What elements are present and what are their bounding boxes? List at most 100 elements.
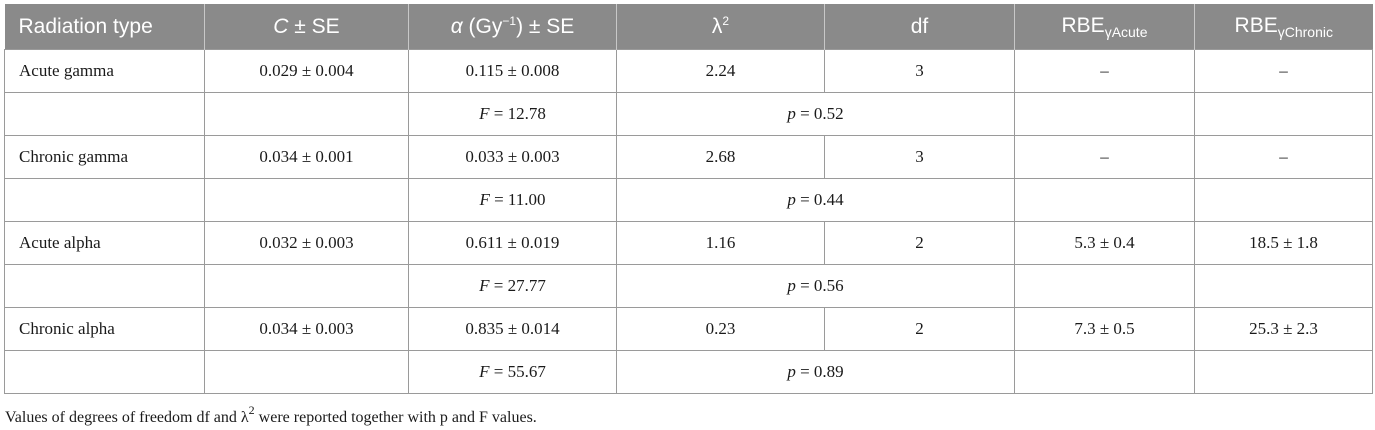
- header-lambda-sup: 2: [722, 14, 730, 28]
- cell-empty: [4, 178, 205, 222]
- cell-f-value: F = 27.77: [408, 264, 617, 308]
- cell-empty: [1194, 350, 1373, 394]
- f-var: F: [479, 276, 490, 295]
- table-row: Chronic alpha 0.034 ± 0.003 0.835 ± 0.01…: [4, 307, 1373, 351]
- header-rbe-chronic-base: RBE: [1234, 13, 1278, 37]
- table-row: Chronic gamma 0.034 ± 0.001 0.033 ± 0.00…: [4, 135, 1373, 179]
- header-rbe-acute-base: RBE: [1061, 13, 1105, 37]
- cell-radiation-type: Acute alpha: [4, 221, 205, 265]
- p-val: = 0.56: [795, 276, 844, 295]
- f-val: = 11.00: [489, 190, 546, 209]
- cell-rbe-acute: 5.3 ± 0.4: [1014, 221, 1195, 265]
- cell-f-value: F = 11.00: [408, 178, 617, 222]
- header-rbe-acute: RBEγAcute: [1014, 4, 1195, 50]
- p-val: = 0.89: [795, 362, 844, 381]
- table-footnote: Values of degrees of freedom df and λ2 w…: [5, 403, 537, 427]
- header-c-se: C ± SE: [204, 4, 409, 50]
- cell-df: 3: [824, 49, 1015, 93]
- cell-df: 3: [824, 135, 1015, 179]
- cell-rbe-chronic: –: [1194, 135, 1373, 179]
- cell-alpha: 0.835 ± 0.014: [408, 307, 617, 351]
- footnote-sup: 2: [248, 403, 255, 417]
- cell-radiation-type: Chronic alpha: [4, 307, 205, 351]
- cell-p-value: p = 0.89: [616, 350, 1015, 394]
- header-alpha-unit-pre: (Gy: [462, 15, 503, 38]
- cell-f-value: F = 55.67: [408, 350, 617, 394]
- cell-rbe-chronic: 25.3 ± 2.3: [1194, 307, 1373, 351]
- cell-c: 0.034 ± 0.003: [204, 307, 409, 351]
- p-val: = 0.52: [795, 104, 844, 123]
- cell-alpha: 0.115 ± 0.008: [408, 49, 617, 93]
- header-c-var: C: [273, 14, 289, 38]
- header-rbe-chronic: RBEγChronic: [1194, 4, 1373, 50]
- table-row: Acute alpha 0.032 ± 0.003 0.611 ± 0.019 …: [4, 221, 1373, 265]
- cell-empty: [1014, 264, 1195, 308]
- cell-alpha: 0.611 ± 0.019: [408, 221, 617, 265]
- table-row: Acute gamma 0.029 ± 0.004 0.115 ± 0.008 …: [4, 49, 1373, 93]
- cell-empty: [1014, 92, 1195, 136]
- cell-empty: [4, 264, 205, 308]
- f-var: F: [479, 362, 490, 381]
- cell-empty: [204, 92, 409, 136]
- p-var: p: [787, 362, 796, 381]
- p-val: = 0.44: [795, 190, 844, 209]
- cell-c: 0.029 ± 0.004: [204, 49, 409, 93]
- table-row-stats: F = 27.77 p = 0.56: [4, 264, 1373, 308]
- p-var: p: [787, 104, 796, 123]
- header-row: Radiation type C ± SE α (Gy−1) ± SE λ2 d…: [4, 4, 1373, 50]
- table-container: Radiation type C ± SE α (Gy−1) ± SE λ2 d…: [4, 4, 1373, 394]
- header-c-rest: ± SE: [288, 14, 340, 38]
- header-alpha-var: α: [450, 15, 463, 38]
- cell-rbe-chronic: 18.5 ± 1.8: [1194, 221, 1373, 265]
- cell-empty: [204, 178, 409, 222]
- table-row-stats: F = 11.00 p = 0.44: [4, 178, 1373, 222]
- p-var: p: [787, 190, 796, 209]
- cell-p-value: p = 0.52: [616, 92, 1015, 136]
- cell-empty: [204, 350, 409, 394]
- cell-empty: [1194, 92, 1373, 136]
- cell-empty: [4, 350, 205, 394]
- header-df: df: [824, 4, 1015, 50]
- cell-empty: [1014, 178, 1195, 222]
- cell-c: 0.034 ± 0.001: [204, 135, 409, 179]
- header-lambda2: λ2: [616, 4, 825, 50]
- cell-rbe-acute: –: [1014, 135, 1195, 179]
- f-var: F: [479, 104, 490, 123]
- f-val: = 27.77: [489, 276, 546, 295]
- cell-lambda2: 2.68: [616, 135, 825, 179]
- cell-empty: [1194, 264, 1373, 308]
- header-alpha: α (Gy−1) ± SE: [408, 4, 617, 50]
- cell-lambda2: 1.16: [616, 221, 825, 265]
- cell-empty: [1014, 350, 1195, 394]
- cell-empty: [4, 92, 205, 136]
- cell-empty: [204, 264, 409, 308]
- footnote-post: were reported together with p and F valu…: [254, 409, 537, 426]
- cell-empty: [1194, 178, 1373, 222]
- p-var: p: [787, 276, 796, 295]
- cell-radiation-type: Chronic gamma: [4, 135, 205, 179]
- f-var: F: [479, 190, 490, 209]
- cell-radiation-type: Acute gamma: [4, 49, 205, 93]
- cell-lambda2: 2.24: [616, 49, 825, 93]
- cell-lambda2: 0.23: [616, 307, 825, 351]
- header-alpha-unit-post: ) ± SE: [516, 15, 575, 38]
- f-val: = 55.67: [489, 362, 546, 381]
- cell-alpha: 0.033 ± 0.003: [408, 135, 617, 179]
- cell-c: 0.032 ± 0.003: [204, 221, 409, 265]
- cell-p-value: p = 0.56: [616, 264, 1015, 308]
- header-rbe-chronic-sub: γChronic: [1277, 23, 1333, 40]
- footnote-pre: Values of degrees of freedom df and λ: [5, 409, 249, 426]
- table-row-stats: F = 12.78 p = 0.52: [4, 92, 1373, 136]
- header-lambda-base: λ: [711, 15, 723, 38]
- cell-df: 2: [824, 221, 1015, 265]
- cell-rbe-chronic: –: [1194, 49, 1373, 93]
- results-table: Radiation type C ± SE α (Gy−1) ± SE λ2 d…: [4, 4, 1373, 394]
- cell-rbe-acute: 7.3 ± 0.5: [1014, 307, 1195, 351]
- cell-rbe-acute: –: [1014, 49, 1195, 93]
- f-val: = 12.78: [489, 104, 546, 123]
- cell-df: 2: [824, 307, 1015, 351]
- header-radiation-type: Radiation type: [4, 4, 205, 50]
- header-alpha-unit-sup: −1: [502, 14, 517, 28]
- table-row-stats: F = 55.67 p = 0.89: [4, 350, 1373, 394]
- header-rbe-acute-sub: γAcute: [1104, 23, 1148, 40]
